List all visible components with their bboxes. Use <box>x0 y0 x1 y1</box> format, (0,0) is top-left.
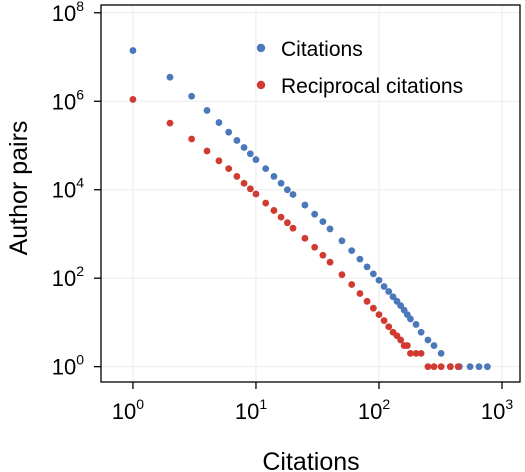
point-s1-13 <box>283 219 291 227</box>
point-s0-17 <box>319 218 327 226</box>
series-1 <box>129 96 462 371</box>
legend-label-reciprocal-citations: Reciprocal citations <box>281 75 463 98</box>
point-s1-4 <box>215 157 223 165</box>
point-s0-11 <box>270 173 278 180</box>
point-s1-35 <box>424 363 432 371</box>
point-s1-36 <box>430 363 438 371</box>
x-axis-ticks: 100 101 102 103 <box>112 382 513 424</box>
data-points <box>129 47 491 371</box>
point-s1-7 <box>240 179 248 187</box>
point-s1-39 <box>454 363 462 371</box>
y-tick-label-3: 106 <box>52 86 84 114</box>
point-s0-35 <box>424 336 432 344</box>
point-s1-10 <box>262 199 270 207</box>
legend: Citations Reciprocal citations <box>256 38 463 98</box>
legend-marker-citations <box>256 43 266 53</box>
point-s0-24 <box>375 276 383 284</box>
point-s1-0 <box>129 96 137 103</box>
point-s0-18 <box>326 225 334 233</box>
point-s1-24 <box>375 311 383 319</box>
point-s0-3 <box>203 107 211 114</box>
point-s0-21 <box>356 255 364 263</box>
point-s0-42 <box>483 363 491 371</box>
point-s0-8 <box>246 150 254 158</box>
point-s0-25 <box>380 283 388 290</box>
point-s1-11 <box>270 207 278 214</box>
point-s1-32 <box>407 349 414 357</box>
point-s0-0 <box>129 47 137 54</box>
point-s1-34 <box>417 349 425 357</box>
point-s0-13 <box>283 186 291 194</box>
y-tick-label-0: 100 <box>52 352 84 380</box>
point-s0-37 <box>437 349 445 357</box>
point-s0-2 <box>188 92 196 100</box>
y-axis-ticks: 100 102 104 106 108 <box>52 0 101 380</box>
point-s0-20 <box>348 247 356 255</box>
point-s0-16 <box>311 210 319 218</box>
point-s0-27 <box>389 293 397 301</box>
point-s0-6 <box>233 137 241 144</box>
grid-lines <box>101 5 520 382</box>
point-s1-16 <box>311 243 319 251</box>
x-tick-label-2: 102 <box>358 396 390 424</box>
x-axis-label: Citations <box>262 448 359 472</box>
point-s0-5 <box>225 128 233 136</box>
point-s1-14 <box>289 224 297 232</box>
point-s0-15 <box>301 201 309 209</box>
point-s1-38 <box>446 363 454 371</box>
point-s0-33 <box>412 321 420 328</box>
point-s1-20 <box>348 281 356 288</box>
point-s1-22 <box>363 297 371 305</box>
point-s1-6 <box>233 173 241 180</box>
point-s0-7 <box>240 144 248 151</box>
legend-marker-reciprocal-citations <box>256 80 266 90</box>
point-s1-12 <box>277 213 285 221</box>
point-s0-40 <box>466 363 474 371</box>
point-s1-8 <box>246 185 254 193</box>
y-tick-label-1: 102 <box>52 263 84 291</box>
point-s0-4 <box>215 119 223 126</box>
point-s1-3 <box>203 147 211 155</box>
point-s0-36 <box>430 342 438 349</box>
y-tick-label-2: 104 <box>52 175 84 203</box>
point-s1-1 <box>166 119 174 127</box>
x-tick-label-1: 101 <box>235 396 267 424</box>
point-s1-21 <box>356 290 364 297</box>
point-s1-5 <box>225 165 233 173</box>
y-axis-label: Author pairs <box>5 121 33 256</box>
point-s1-2 <box>188 135 196 143</box>
legend-label-citations: Citations <box>281 38 363 61</box>
point-s0-23 <box>369 270 377 278</box>
point-s1-26 <box>385 323 393 331</box>
point-s1-33 <box>412 349 420 357</box>
point-s0-41 <box>475 363 483 371</box>
point-s1-19 <box>338 271 346 279</box>
point-s1-29 <box>397 336 405 344</box>
y-tick-label-4: 108 <box>52 0 84 26</box>
point-s0-12 <box>277 179 285 187</box>
point-s0-9 <box>252 156 260 163</box>
plot-frame <box>100 4 521 383</box>
point-s1-23 <box>369 304 377 312</box>
point-s0-26 <box>385 288 393 295</box>
point-s1-15 <box>301 234 309 242</box>
point-s0-32 <box>407 315 414 323</box>
x-tick-label-3: 103 <box>481 396 513 424</box>
point-s1-31 <box>403 342 411 349</box>
point-s0-1 <box>166 73 174 81</box>
point-s1-37 <box>437 363 445 371</box>
point-s1-17 <box>319 251 327 259</box>
point-s0-14 <box>289 191 297 198</box>
point-s0-10 <box>262 165 270 173</box>
point-s1-25 <box>380 317 388 324</box>
point-s0-22 <box>363 263 371 271</box>
point-s1-18 <box>326 258 334 266</box>
point-s0-19 <box>338 237 346 245</box>
point-s1-9 <box>252 190 260 198</box>
x-tick-label-0: 100 <box>112 396 144 424</box>
point-s0-34 <box>417 328 425 336</box>
